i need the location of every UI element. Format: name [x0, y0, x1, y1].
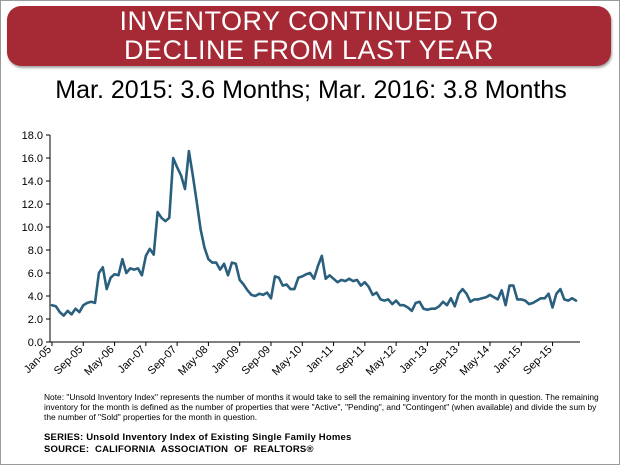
x-tick-label: Sep-07: [146, 344, 180, 378]
x-tick-label: Jan-13: [397, 344, 429, 376]
series-group: [50, 149, 578, 317]
source-label: SOURCE: CALIFORNIA ASSOCIATION OF REALTO…: [44, 444, 314, 455]
y-tick-label: 0.0: [28, 337, 43, 349]
y-tick-label: 8.0: [28, 245, 43, 257]
x-tick-label: Sep-09: [240, 344, 274, 378]
x-tick-label: Jan-09: [210, 344, 242, 376]
y-tick-label: 16.0: [22, 153, 43, 165]
x-tick-label: Sep-13: [427, 344, 461, 378]
y-tick-label: 2.0: [28, 314, 43, 326]
x-tick-label: May-12: [364, 344, 398, 378]
title-banner: INVENTORY CONTINUED TO DECLINE FROM LAST…: [7, 6, 611, 66]
subtitle: Mar. 2015: 3.6 Months; Mar. 2016: 3.8 Mo…: [55, 76, 567, 104]
chart: 0.0 2.0 4.0 6.0 8.0 10.0 12.0 14.0 16.0 18.0 Jan-…: [22, 130, 580, 378]
y-tick-label: 10.0: [22, 222, 43, 234]
series-line: [50, 149, 578, 317]
y-tick-label: 4.0: [28, 291, 43, 303]
x-tick-label: Sep-15: [521, 344, 555, 378]
x-tick-label: Sep-05: [52, 344, 86, 378]
y-axis: 0.0 2.0 4.0 6.0 8.0 10.0 12.0 14.0 16.0 18.0: [22, 130, 51, 349]
series-label: SERIES: Unsold Inventory Index of Existi…: [44, 432, 352, 443]
footnote: Note: "Unsold Inventory Index" represent…: [44, 392, 599, 422]
x-tick-label: May-06: [82, 344, 116, 378]
title-line-2: DECLINE FROM LAST YEAR: [123, 35, 495, 65]
x-tick-label: May-08: [176, 344, 210, 378]
y-tick-label: 14.0: [22, 176, 43, 188]
y-tick-label: 6.0: [28, 268, 43, 280]
y-tick-label: 18.0: [22, 130, 43, 142]
y-tick-label: 12.0: [22, 199, 43, 211]
x-tick-label: May-14: [458, 344, 492, 378]
x-tick-label: Jan-07: [116, 344, 148, 376]
title-line-1: INVENTORY CONTINUED TO: [119, 6, 499, 36]
x-tick-label: Jan-11: [304, 344, 336, 376]
x-tick-label: Jan-15: [491, 344, 523, 376]
x-tick-label: Sep-11: [334, 344, 367, 377]
x-tick-label: May-10: [270, 344, 304, 378]
